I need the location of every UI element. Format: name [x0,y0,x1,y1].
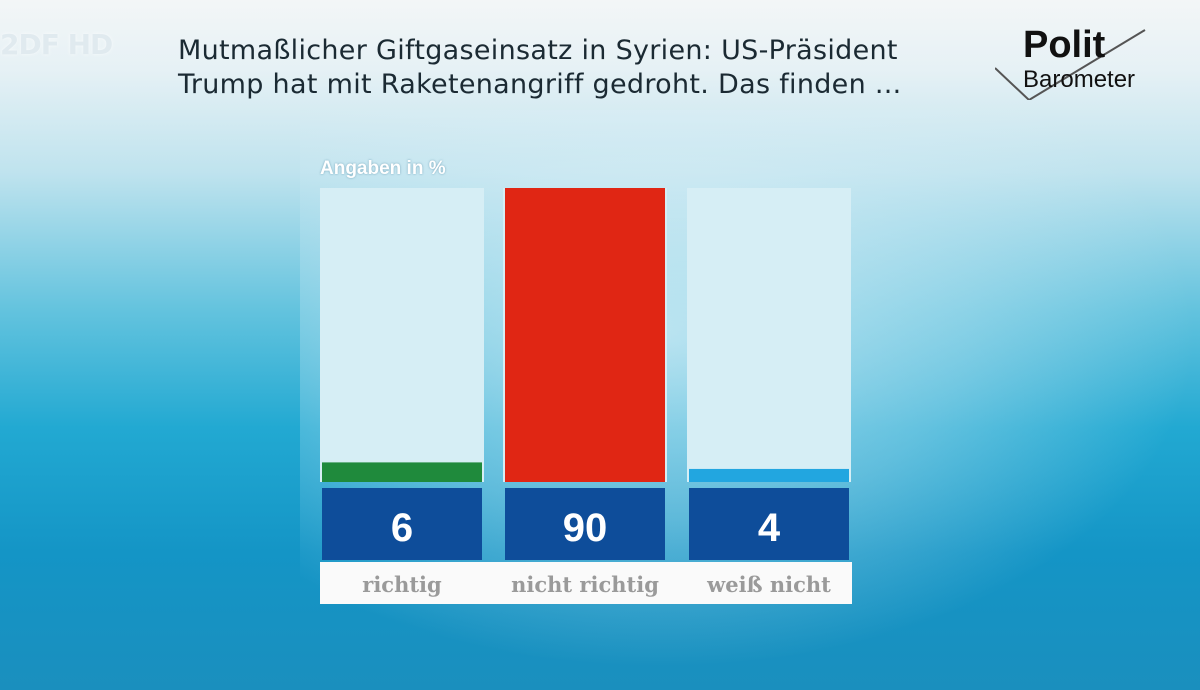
bar-3 [689,468,849,482]
value-label-3: 4 [758,506,781,550]
channel-logo: 2DF HD [0,28,113,61]
checkmark-icon [995,29,1146,100]
bar-track-3 [687,188,851,482]
bar-track-1 [320,188,484,482]
category-label-1: richtig [362,572,442,597]
bar-2 [505,188,665,482]
bar-1 [322,462,482,482]
value-box-3 [689,488,849,560]
title-line-2: Trump hat mit Raketenangriff gedroht. Da… [178,69,902,100]
question-title: Mutmaßlicher Giftgaseinsatz in Syrien: U… [178,34,988,102]
value-label-2: 90 [563,506,608,550]
category-label-strip [320,562,852,604]
title-line-1: Mutmaßlicher Giftgaseinsatz in Syrien: U… [178,35,898,66]
category-label-3: weiß nicht [706,572,831,597]
brand-polit: Polit [1023,24,1106,66]
value-box-1 [322,488,482,560]
politbarometer-logo: Polit Barometer [995,20,1175,100]
brand-barometer: Barometer [1023,66,1136,93]
unit-label: Angaben in % [320,158,446,179]
value-label-1: 6 [391,506,413,550]
category-label-2: nicht richtig [511,572,659,597]
value-box-2 [505,488,665,560]
